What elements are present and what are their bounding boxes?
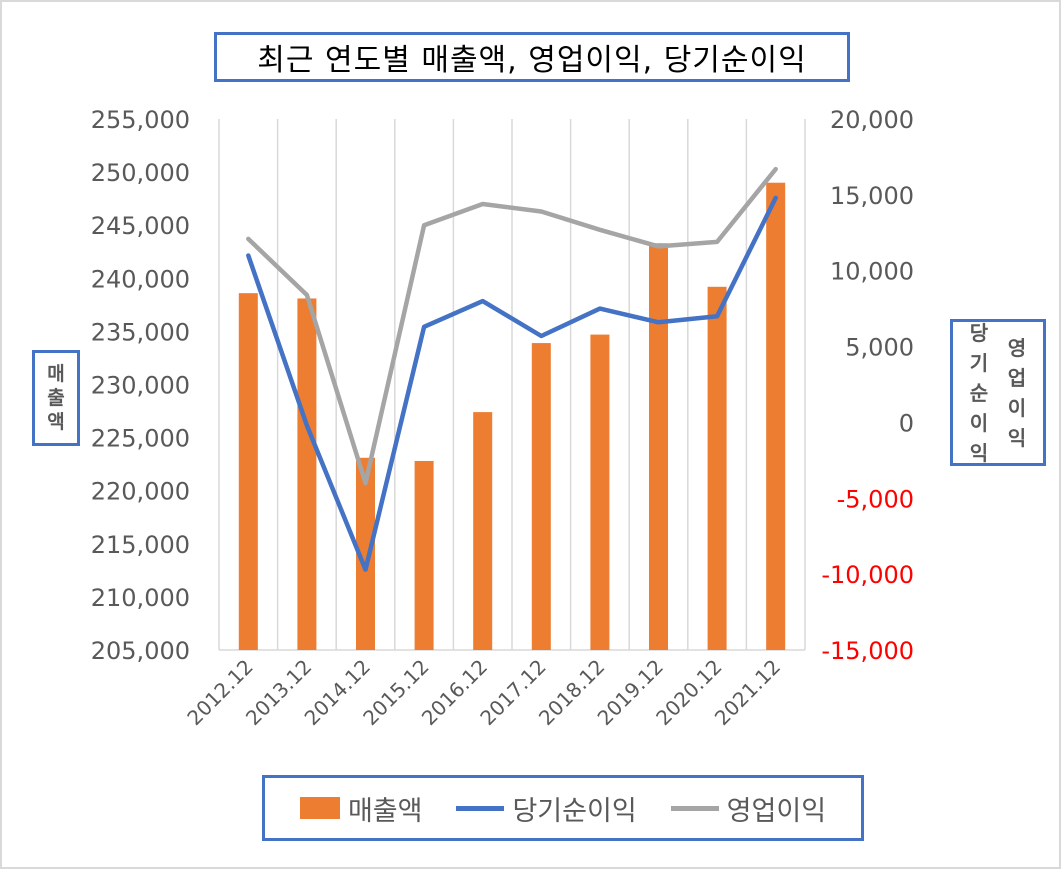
- legend-label-net-income: 당기순이익: [512, 795, 637, 827]
- right-axis-tick-label: 15,000: [830, 182, 914, 210]
- legend-swatch-operating-income: [670, 805, 719, 811]
- line-operating-income: [246, 166, 778, 486]
- left-axis-tick-label: 240,000: [91, 265, 190, 293]
- legend-item-net-income: 당기순이익: [456, 789, 637, 828]
- right-axis-tick-label: 0: [899, 409, 914, 437]
- left-axis-tick-label: 250,000: [91, 159, 190, 187]
- left-axis-tick-label: 245,000: [91, 212, 190, 240]
- legend-label-operating-income: 영업이익: [726, 795, 827, 827]
- bar-revenue: [766, 182, 786, 650]
- legend-item-revenue: 매출액: [299, 789, 423, 828]
- x-axis-tick-label: 2021.12: [710, 655, 785, 730]
- right-axis-title-line-1: 영업이익: [1007, 335, 1027, 450]
- right-axis-tick-label: -5,000: [837, 485, 914, 513]
- right-axis-title: 영업이익 당기순이익: [950, 319, 1046, 466]
- legend-label-revenue: 매출액: [347, 795, 423, 827]
- left-axis-tick-label: 255,000: [91, 106, 190, 134]
- left-axis-tick-label: 220,000: [91, 478, 190, 506]
- bar-revenue: [414, 460, 434, 650]
- right-axis-tick-label: -15,000: [821, 637, 914, 665]
- right-axis-title-line-2: 당기순이익: [969, 320, 989, 465]
- right-axis-tick-label: 20,000: [830, 106, 914, 134]
- right-axis-tick-label: 5,000: [845, 334, 914, 362]
- legend-swatch-revenue: [299, 797, 340, 819]
- bar-revenue: [297, 298, 317, 650]
- left-axis-tick-label: 205,000: [91, 637, 190, 665]
- bar-revenue: [238, 293, 258, 650]
- bar-revenue: [473, 412, 493, 650]
- left-axis-tick-label: 235,000: [91, 318, 190, 346]
- legend-swatch-net-income: [456, 805, 505, 811]
- left-axis-title: 매출액: [32, 350, 80, 446]
- bar-revenue: [707, 286, 727, 650]
- bar-revenue: [531, 343, 551, 650]
- bar-revenue: [649, 243, 668, 650]
- left-axis-tick-label: 230,000: [91, 372, 190, 400]
- right-axis-tick-label: -10,000: [821, 561, 914, 589]
- bar-revenue: [590, 334, 610, 650]
- left-axis-tick-label: 215,000: [91, 531, 190, 559]
- bar-revenue: [356, 457, 375, 650]
- left-axis-tick-label: 225,000: [91, 425, 190, 453]
- chart-title: 최근 연도별 매출액, 영업이익, 당기순이익: [214, 32, 850, 82]
- right-axis-tick-label: 10,000: [830, 258, 914, 286]
- legend-item-operating-income: 영업이익: [670, 789, 827, 828]
- left-axis-title-text: 매출액: [47, 363, 65, 433]
- line-net-income: [246, 195, 778, 572]
- left-axis-tick-label: 210,000: [91, 584, 190, 612]
- legend: 매출액 당기순이익 영업이익: [262, 775, 864, 841]
